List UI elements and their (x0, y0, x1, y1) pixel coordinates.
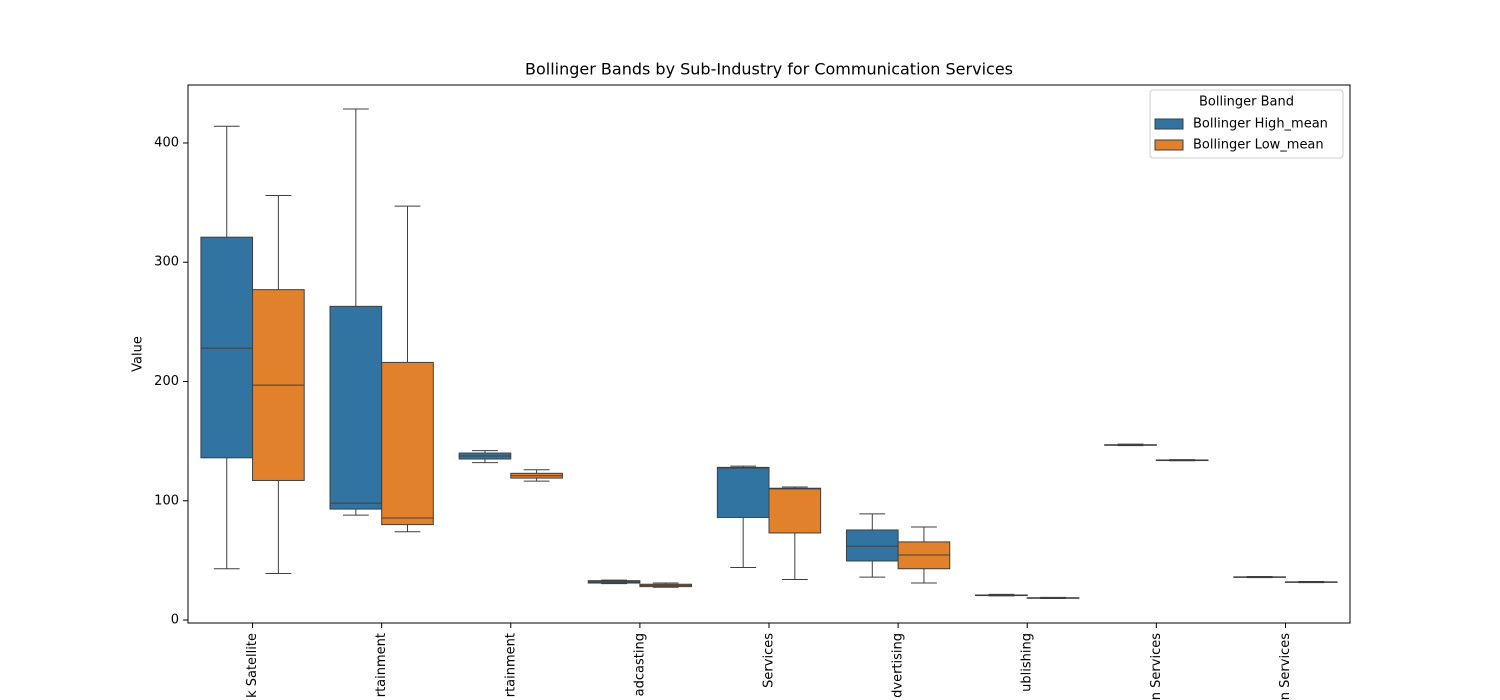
legend-frame (1149, 89, 1344, 159)
y-tick-label: 100 (154, 493, 179, 508)
x-tick-label: adcasting (632, 633, 647, 696)
plot-frame (187, 84, 1351, 624)
x-tick-label: dvertising (891, 633, 906, 698)
box (845, 529, 899, 562)
box (329, 305, 383, 510)
x-tick-label: rtainment (374, 633, 389, 697)
y-tick-label: 200 (154, 374, 179, 389)
legend-swatch (1154, 118, 1184, 130)
legend-label: Bollinger Low_mean (1193, 138, 1324, 153)
y-tick-label: 300 (154, 255, 179, 270)
y-tick-label: 0 (171, 613, 179, 628)
x-tick-label: n Services (1278, 633, 1293, 700)
x-tick-label: k Satellite (245, 633, 260, 698)
legend: Bollinger Band Bollinger High_mean Bolling… (1149, 89, 1344, 159)
legend-label: Bollinger High_mean (1193, 117, 1328, 132)
box (716, 466, 770, 518)
box (381, 361, 434, 526)
y-axis-label: Value (131, 336, 146, 372)
box (200, 236, 254, 459)
x-tick-label: ublishing (1020, 633, 1035, 692)
x-tick-label: Services (762, 633, 777, 688)
chart-title: Bollinger Bands by Sub-Industry for Comm… (525, 60, 1013, 79)
legend-title: Bollinger Band (1199, 95, 1294, 110)
legend-swatch (1154, 139, 1184, 151)
y-tick-label: 400 (154, 135, 179, 150)
x-tick-label: n Services (1149, 633, 1164, 700)
box (768, 487, 822, 534)
x-tick-label: rtainment (503, 633, 518, 697)
